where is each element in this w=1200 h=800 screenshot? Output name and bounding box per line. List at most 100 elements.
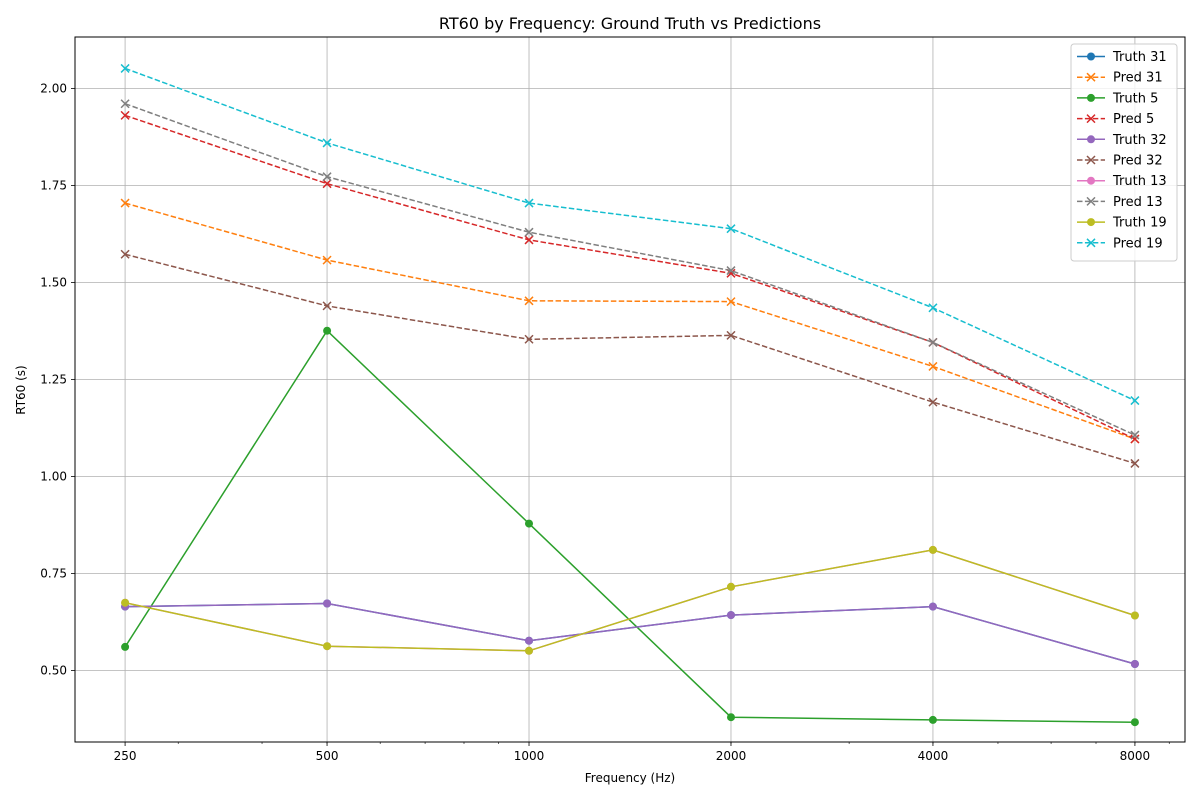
data-point [727, 582, 735, 591]
data-point [727, 713, 735, 722]
data-point [524, 198, 534, 208]
data-point [323, 642, 332, 651]
legend-item: Truth 32 [1077, 133, 1167, 148]
legend-swatch-marker [1086, 114, 1096, 124]
x-axis-title: Frequency (Hz) [585, 771, 676, 785]
data-point [928, 397, 938, 407]
legend-label: Truth 32 [1112, 133, 1167, 148]
legend-item: Truth 13 [1077, 174, 1167, 189]
data-point [524, 227, 534, 237]
y-tick-label: 1.25 [40, 373, 67, 387]
chart-title: RT60 by Frequency: Ground Truth vs Predi… [439, 14, 821, 33]
data-point [322, 255, 332, 265]
data-point [524, 235, 534, 245]
y-tick-label: 2.00 [40, 82, 67, 96]
x-tick-label: 4000 [918, 749, 949, 763]
x-tick-label: 2000 [716, 749, 747, 763]
x-tick-label: 500 [316, 749, 339, 763]
data-point [525, 646, 533, 655]
data-point [120, 110, 130, 120]
legend-label: Pred 5 [1113, 112, 1154, 127]
data-point [726, 224, 736, 234]
data-point [525, 519, 533, 528]
data-point [323, 326, 332, 335]
data-point [120, 198, 130, 208]
legend-item: Pred 31 [1077, 71, 1163, 86]
series-line [124, 102, 1136, 436]
legend-swatch-marker [1086, 196, 1096, 206]
data-point [120, 99, 130, 109]
plot-frame [74, 36, 1186, 743]
data-point [928, 337, 938, 347]
data-point [120, 63, 130, 73]
legend-item: Pred 13 [1077, 195, 1163, 210]
data-point [322, 179, 332, 189]
legend-item: Pred 32 [1077, 154, 1163, 169]
data-point [121, 598, 130, 607]
data-point [1130, 611, 1139, 620]
data-point [928, 545, 937, 554]
x-tick-label: 250 [114, 749, 137, 763]
series-line [124, 329, 1135, 723]
legend-swatch-marker [1087, 52, 1095, 61]
legend-label: Truth 13 [1112, 174, 1167, 189]
data-point [726, 266, 736, 276]
data-point [323, 599, 332, 608]
series-line [124, 253, 1136, 465]
data-point [928, 361, 938, 371]
series-line [124, 202, 1136, 440]
x-tick-label: 1000 [514, 749, 545, 763]
data-point [322, 172, 332, 182]
data-point [928, 602, 937, 611]
y-axis-title: RT60 (s) [14, 365, 28, 415]
legend-swatch-marker [1086, 238, 1096, 248]
axis-ticks: 250 500 1000 2000 4000 8000 0.50 0.75 1.00 1.25 1.… [40, 82, 1170, 763]
data-point [322, 301, 332, 311]
legend-label: Truth 5 [1112, 91, 1158, 106]
legend-item: Truth 19 [1077, 216, 1167, 231]
data-point [1130, 396, 1140, 406]
series-pred-19 [120, 63, 1140, 406]
legend-item: Pred 5 [1077, 112, 1154, 127]
data-point [1130, 458, 1140, 468]
data-point [1130, 660, 1139, 668]
series-lines [120, 63, 1140, 727]
data-point [928, 303, 938, 313]
y-tick-label: 0.75 [40, 567, 67, 581]
series-truth-19 [121, 545, 1139, 655]
legend-item: Pred 19 [1077, 236, 1163, 251]
data-point [727, 611, 735, 620]
series-line [125, 602, 1136, 665]
legend-swatch-marker [1087, 218, 1095, 227]
legend-swatch-marker [1086, 155, 1096, 165]
legend-label: Truth 31 [1112, 50, 1167, 65]
legend-item: Truth 31 [1077, 50, 1167, 65]
data-point [928, 715, 937, 724]
legend-label: Pred 13 [1113, 195, 1163, 210]
data-point [525, 636, 533, 645]
series-truth-32 [121, 599, 1139, 668]
data-point [726, 297, 736, 307]
x-tick-label: 8000 [1120, 749, 1151, 763]
data-point [121, 642, 130, 651]
data-point [322, 138, 332, 148]
series-pred-13 [120, 99, 1140, 440]
legend-swatch-marker [1086, 72, 1096, 82]
legend: Truth 31 Pred 31 Truth 5 Pred 5 Truth 32 Pred… [1070, 43, 1178, 262]
y-tick-label: 1.75 [40, 179, 67, 193]
series-line [124, 549, 1136, 652]
legend-label: Pred 31 [1113, 71, 1163, 86]
data-point [1130, 718, 1139, 727]
series-pred-31 [120, 198, 1140, 444]
legend-item: Truth 5 [1077, 91, 1158, 106]
legend-label: Truth 19 [1112, 216, 1167, 231]
legend-swatch-marker [1087, 93, 1095, 102]
y-tick-label: 1.00 [40, 470, 67, 484]
y-tick-label: 0.50 [40, 664, 67, 678]
data-point [524, 296, 534, 306]
legend-label: Pred 19 [1113, 236, 1163, 251]
data-point [1130, 430, 1140, 440]
series-pred-32 [120, 249, 1140, 468]
